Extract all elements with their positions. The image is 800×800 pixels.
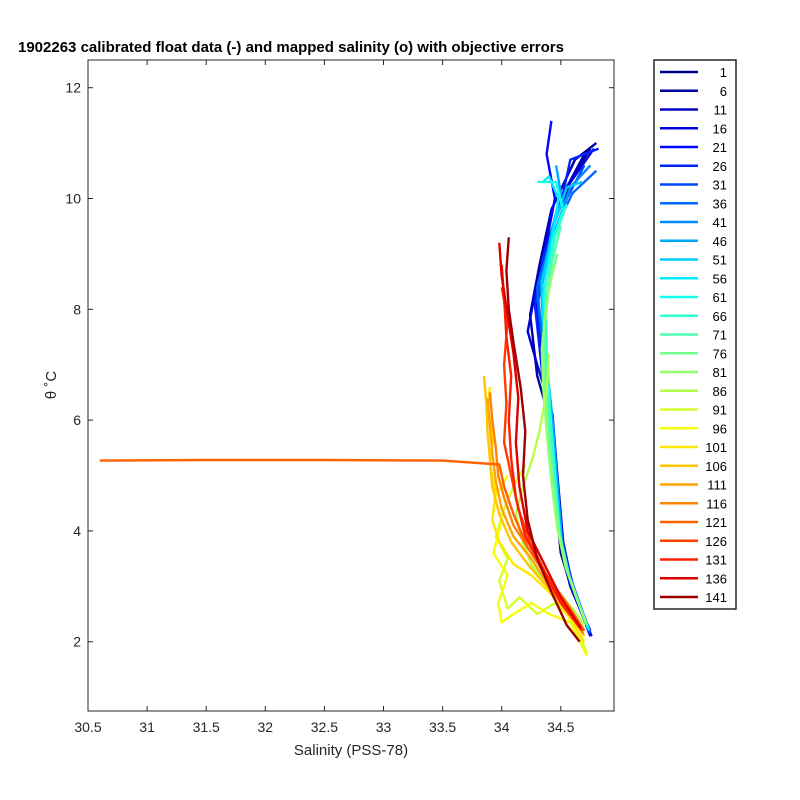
legend-label-101: 101 [705,440,727,455]
series-line-141 [505,237,581,643]
y-tick-label: 2 [73,634,81,650]
legend-label-96: 96 [713,421,727,436]
legend-label-61: 61 [713,290,727,305]
x-ticks: 30.5 31 31.5 32 32.5 33 33.5 34 34.5 [74,60,575,735]
legend-label-81: 81 [713,365,727,380]
x-axis-label: Salinity (PSS-78) [294,742,408,759]
y-tick-label: 12 [65,80,81,96]
series-line-131 [500,264,584,632]
plot-frame [87,59,615,712]
legend: 1611162126313641465156616671768186919610… [653,59,737,610]
legend-label-66: 66 [713,309,727,324]
x-tick-label: 33 [376,719,392,735]
y-tick-label: 6 [73,412,81,428]
legend-label-141: 141 [705,590,727,605]
legend-label-26: 26 [713,159,727,174]
x-tick-label: 34.5 [547,719,574,735]
legend-label-116: 116 [706,496,727,511]
legend-label-6: 6 [720,84,727,99]
legend-label-121: 121 [705,515,727,530]
legend-label-36: 36 [713,196,727,211]
x-tick-label: 30.5 [74,719,101,735]
x-tick-label: 32 [258,719,274,735]
legend-label-21: 21 [713,140,727,155]
legend-label-131: 131 [705,553,727,568]
y-tick-label: 4 [73,523,81,539]
y-tick-label: 10 [65,191,81,207]
legend-label-51: 51 [713,253,727,268]
x-tick-label: 31.5 [193,719,220,735]
legend-entries: 1611162126313641465156616671768186919610… [660,65,727,605]
legend-label-31: 31 [713,178,727,193]
series-layer [99,120,600,657]
y-ticks: 2 4 6 8 10 12 [65,80,614,650]
legend-label-46: 46 [713,234,727,249]
legend-label-11: 11 [714,103,728,118]
y-axis-label: θ ˚C [43,371,60,400]
legend-label-41: 41 [713,215,727,230]
legend-label-16: 16 [713,121,727,136]
x-tick-label: 34 [494,719,510,735]
x-tick-label: 32.5 [311,719,338,735]
legend-label-86: 86 [713,384,727,399]
legend-label-76: 76 [713,346,727,361]
x-tick-label: 33.5 [429,719,456,735]
legend-label-71: 71 [713,328,727,343]
legend-label-111: 111 [707,478,727,493]
x-tick-label: 31 [139,719,155,735]
chart-title: 1902263 calibrated float data (-) and ma… [18,39,564,56]
legend-label-56: 56 [713,271,727,286]
series-line-81 [540,264,587,623]
legend-label-136: 136 [705,571,727,586]
legend-label-1: 1 [720,65,727,80]
legend-label-106: 106 [705,459,727,474]
legend-label-126: 126 [705,534,727,549]
series-line-136 [498,242,582,629]
legend-label-91: 91 [713,403,727,418]
y-tick-label: 8 [73,301,81,317]
